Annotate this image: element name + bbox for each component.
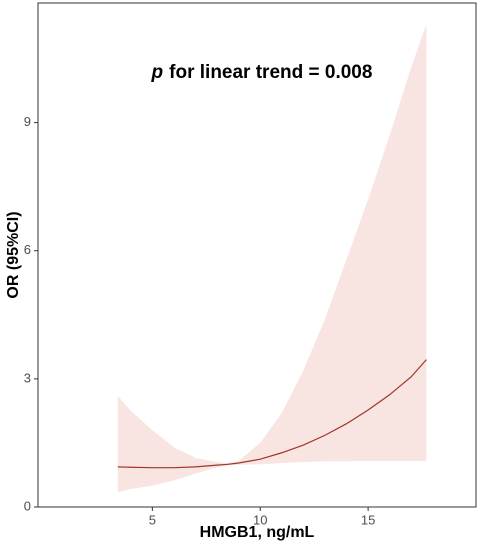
plot-layer: 5 10 15 0 3 6 9 <box>24 2 477 527</box>
annotation-text: for linear trend = 0.008 <box>169 62 372 83</box>
annotation: p for linear trend = 0.008 <box>151 62 373 83</box>
y-tick-label: 0 <box>24 498 31 513</box>
annotation-italic: p <box>151 62 164 83</box>
y-tick-label: 9 <box>24 114 31 129</box>
plot-frame <box>37 2 477 508</box>
y-axis-title: OR (95%CI) <box>5 211 22 298</box>
x-tick-label: 15 <box>361 512 375 527</box>
x-tick-label: 5 <box>149 512 156 527</box>
x-axis-title: HMGB1, ng/mL <box>200 524 315 541</box>
y-tick-label: 6 <box>24 242 31 257</box>
fit-line <box>117 359 427 469</box>
confidence-band <box>117 24 427 493</box>
y-tick-label: 3 <box>24 370 31 385</box>
x-tick-label: 10 <box>253 512 267 527</box>
